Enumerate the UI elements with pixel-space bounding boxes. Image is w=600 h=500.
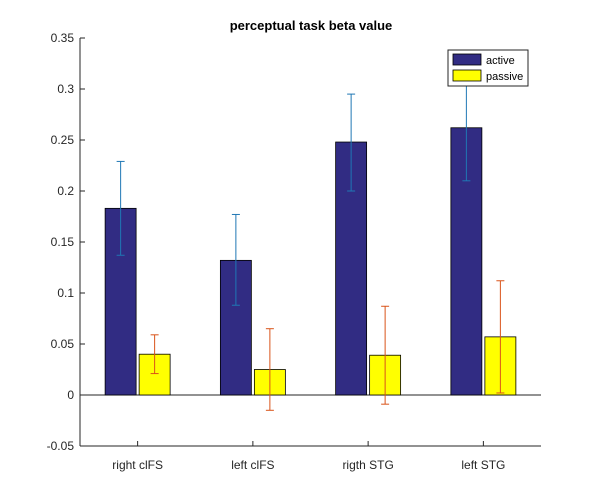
legend-label-passive: passive — [486, 71, 523, 83]
x-tick-label: rigth STG — [342, 458, 393, 472]
legend-swatch-active — [452, 53, 482, 66]
chart-title: perceptual task beta value — [230, 18, 393, 33]
legend-label-active: active — [486, 55, 515, 67]
y-tick-label: 0.25 — [51, 133, 75, 147]
axes: -0.05 0 0.05 0.1 0.15 0.2 0.25 0.3 0.35 right clF… — [47, 31, 541, 472]
y-tick-label: 0.2 — [57, 184, 74, 198]
y-tick-label: 0.1 — [57, 286, 74, 300]
x-tick-label: right clFS — [112, 458, 163, 472]
bars — [104, 127, 517, 396]
legend-swatch-passive — [452, 69, 482, 82]
y-tick-label: 0.15 — [51, 235, 75, 249]
y-tick-label: 0.35 — [51, 31, 75, 45]
y-tick-label: -0.05 — [47, 439, 75, 453]
x-tick-label: left clFS — [231, 458, 274, 472]
y-tick-label: 0.05 — [51, 337, 75, 351]
legend: active passive — [447, 49, 529, 87]
x-tick-label: left STG — [461, 458, 505, 472]
y-tick-label: 0 — [67, 388, 74, 402]
error-bars — [116, 83, 505, 411]
y-tick-label: 0.3 — [57, 82, 74, 96]
